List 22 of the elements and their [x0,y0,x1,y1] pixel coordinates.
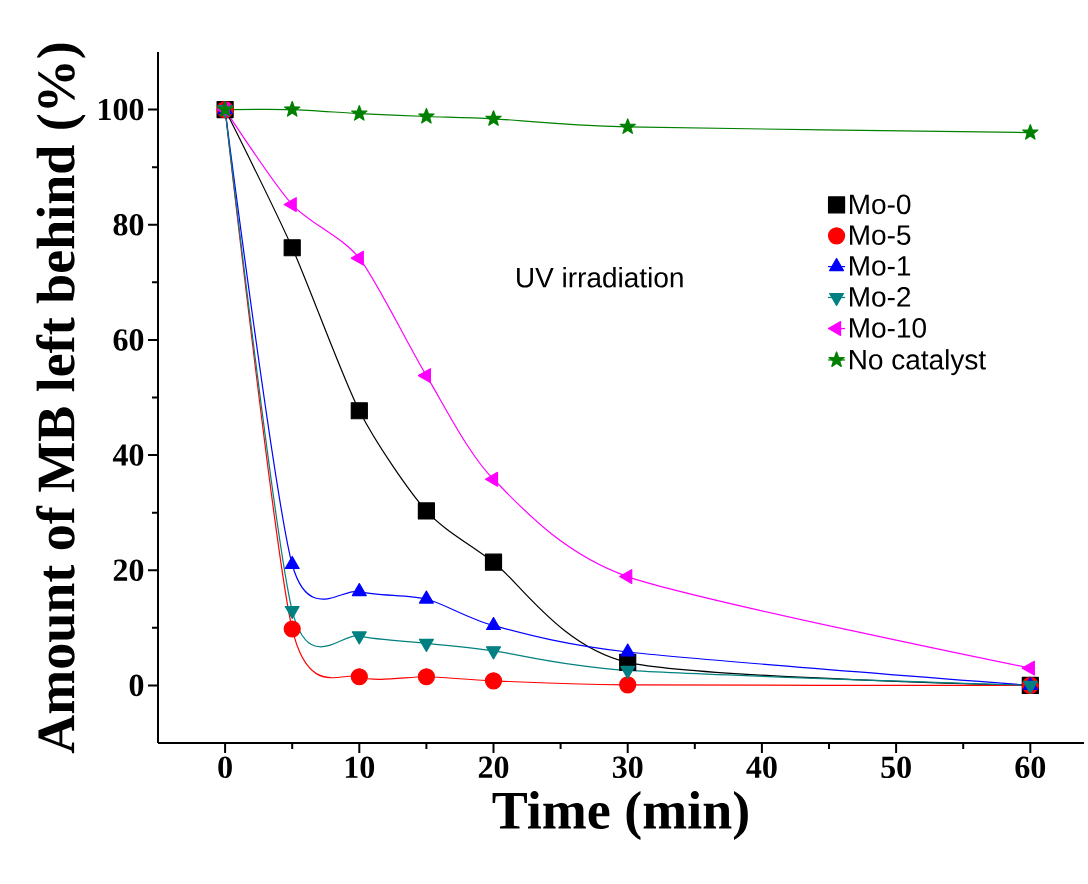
x-tick-label: 40 [746,756,777,779]
y-tick-label: 20 [113,559,144,582]
x-tick-label: 10 [345,756,375,779]
y-axis-title: Amount of MB left behind (%) [36,43,86,754]
annotation: UV irradiation [517,266,683,288]
y-tick-label: 80 [113,213,144,236]
y-tick-label: 40 [112,444,144,466]
y-tick-label: 0 [129,674,144,697]
x-axis-title: Time (min) [492,790,748,840]
legend-label: Mo-1 [849,256,911,276]
x-tick-label: 50 [881,756,911,779]
x-tick-label: 60 [1015,756,1046,779]
legend-label: Mo-5 [849,225,911,245]
y-tick-label: 60 [113,329,144,351]
y-tick-label: 100 [99,98,144,121]
legend-label: Mo-10 [849,318,926,338]
legend-label: Mo-2 [849,286,911,307]
x-tick-label: 0 [218,756,232,779]
legend-label: No catalyst [849,349,986,376]
x-tick-label: 30 [612,756,643,779]
x-tick-label: 20 [478,756,509,779]
legend-label: Mo-0 [849,194,911,215]
